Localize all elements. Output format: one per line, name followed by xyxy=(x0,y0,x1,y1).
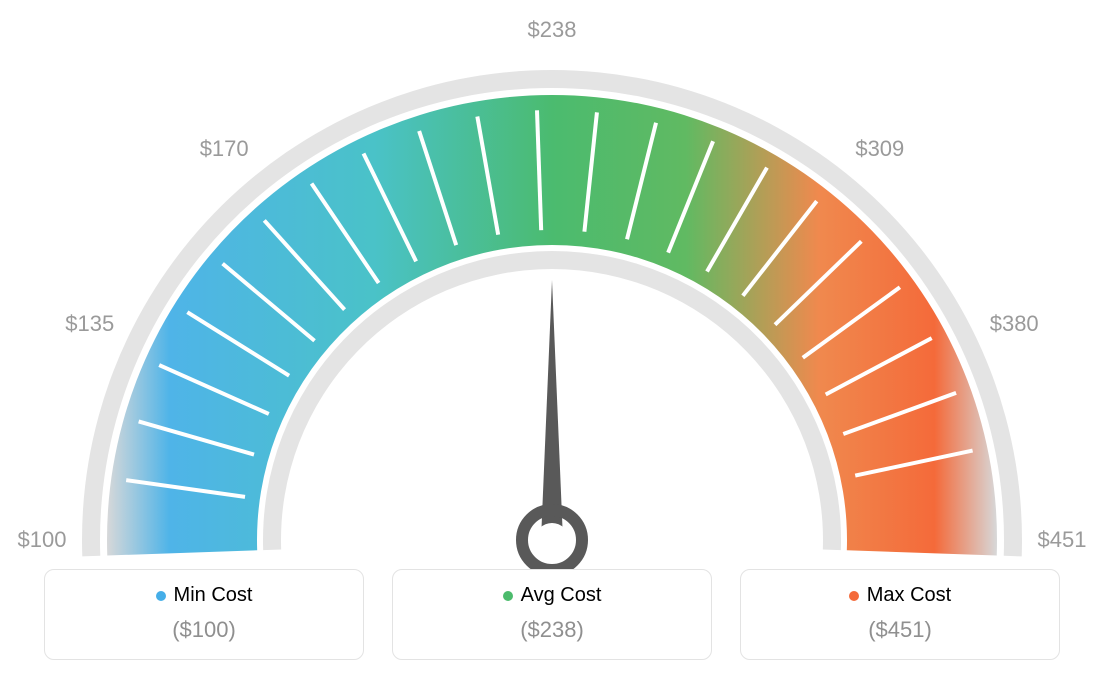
chart-container: $100 $135 $170 $238 $309 $380 $451 Min Cost ($… xyxy=(0,0,1104,690)
legend-card-max: Max Cost ($451) xyxy=(740,569,1060,660)
legend-card-min: Min Cost ($100) xyxy=(44,569,364,660)
legend-title-avg: Avg Cost xyxy=(503,584,602,607)
legend-row: Min Cost ($100) Avg Cost ($238) Max Cost… xyxy=(0,569,1104,660)
gauge-scale-label: $238 xyxy=(528,17,577,43)
gauge-scale-label: $135 xyxy=(65,311,114,337)
legend-title-min: Min Cost xyxy=(156,584,253,607)
gauge-scale-label: $309 xyxy=(855,136,904,162)
legend-dot-max xyxy=(849,591,859,601)
legend-value-max: ($451) xyxy=(751,617,1049,643)
legend-dot-avg xyxy=(503,591,513,601)
legend-label-min: Min Cost xyxy=(174,584,253,607)
legend-dot-min xyxy=(156,591,166,601)
gauge-scale-label: $380 xyxy=(990,311,1039,337)
gauge-chart: $100 $135 $170 $238 $309 $380 $451 xyxy=(0,0,1104,580)
legend-label-avg: Avg Cost xyxy=(521,584,602,607)
gauge-scale-label: $451 xyxy=(1038,527,1087,553)
legend-card-avg: Avg Cost ($238) xyxy=(392,569,712,660)
legend-title-max: Max Cost xyxy=(849,584,951,607)
legend-value-avg: ($238) xyxy=(403,617,701,643)
legend-value-min: ($100) xyxy=(55,617,353,643)
legend-label-max: Max Cost xyxy=(867,584,951,607)
gauge-scale-label: $100 xyxy=(18,527,67,553)
gauge-svg xyxy=(0,0,1104,580)
gauge-scale-label: $170 xyxy=(200,136,249,162)
